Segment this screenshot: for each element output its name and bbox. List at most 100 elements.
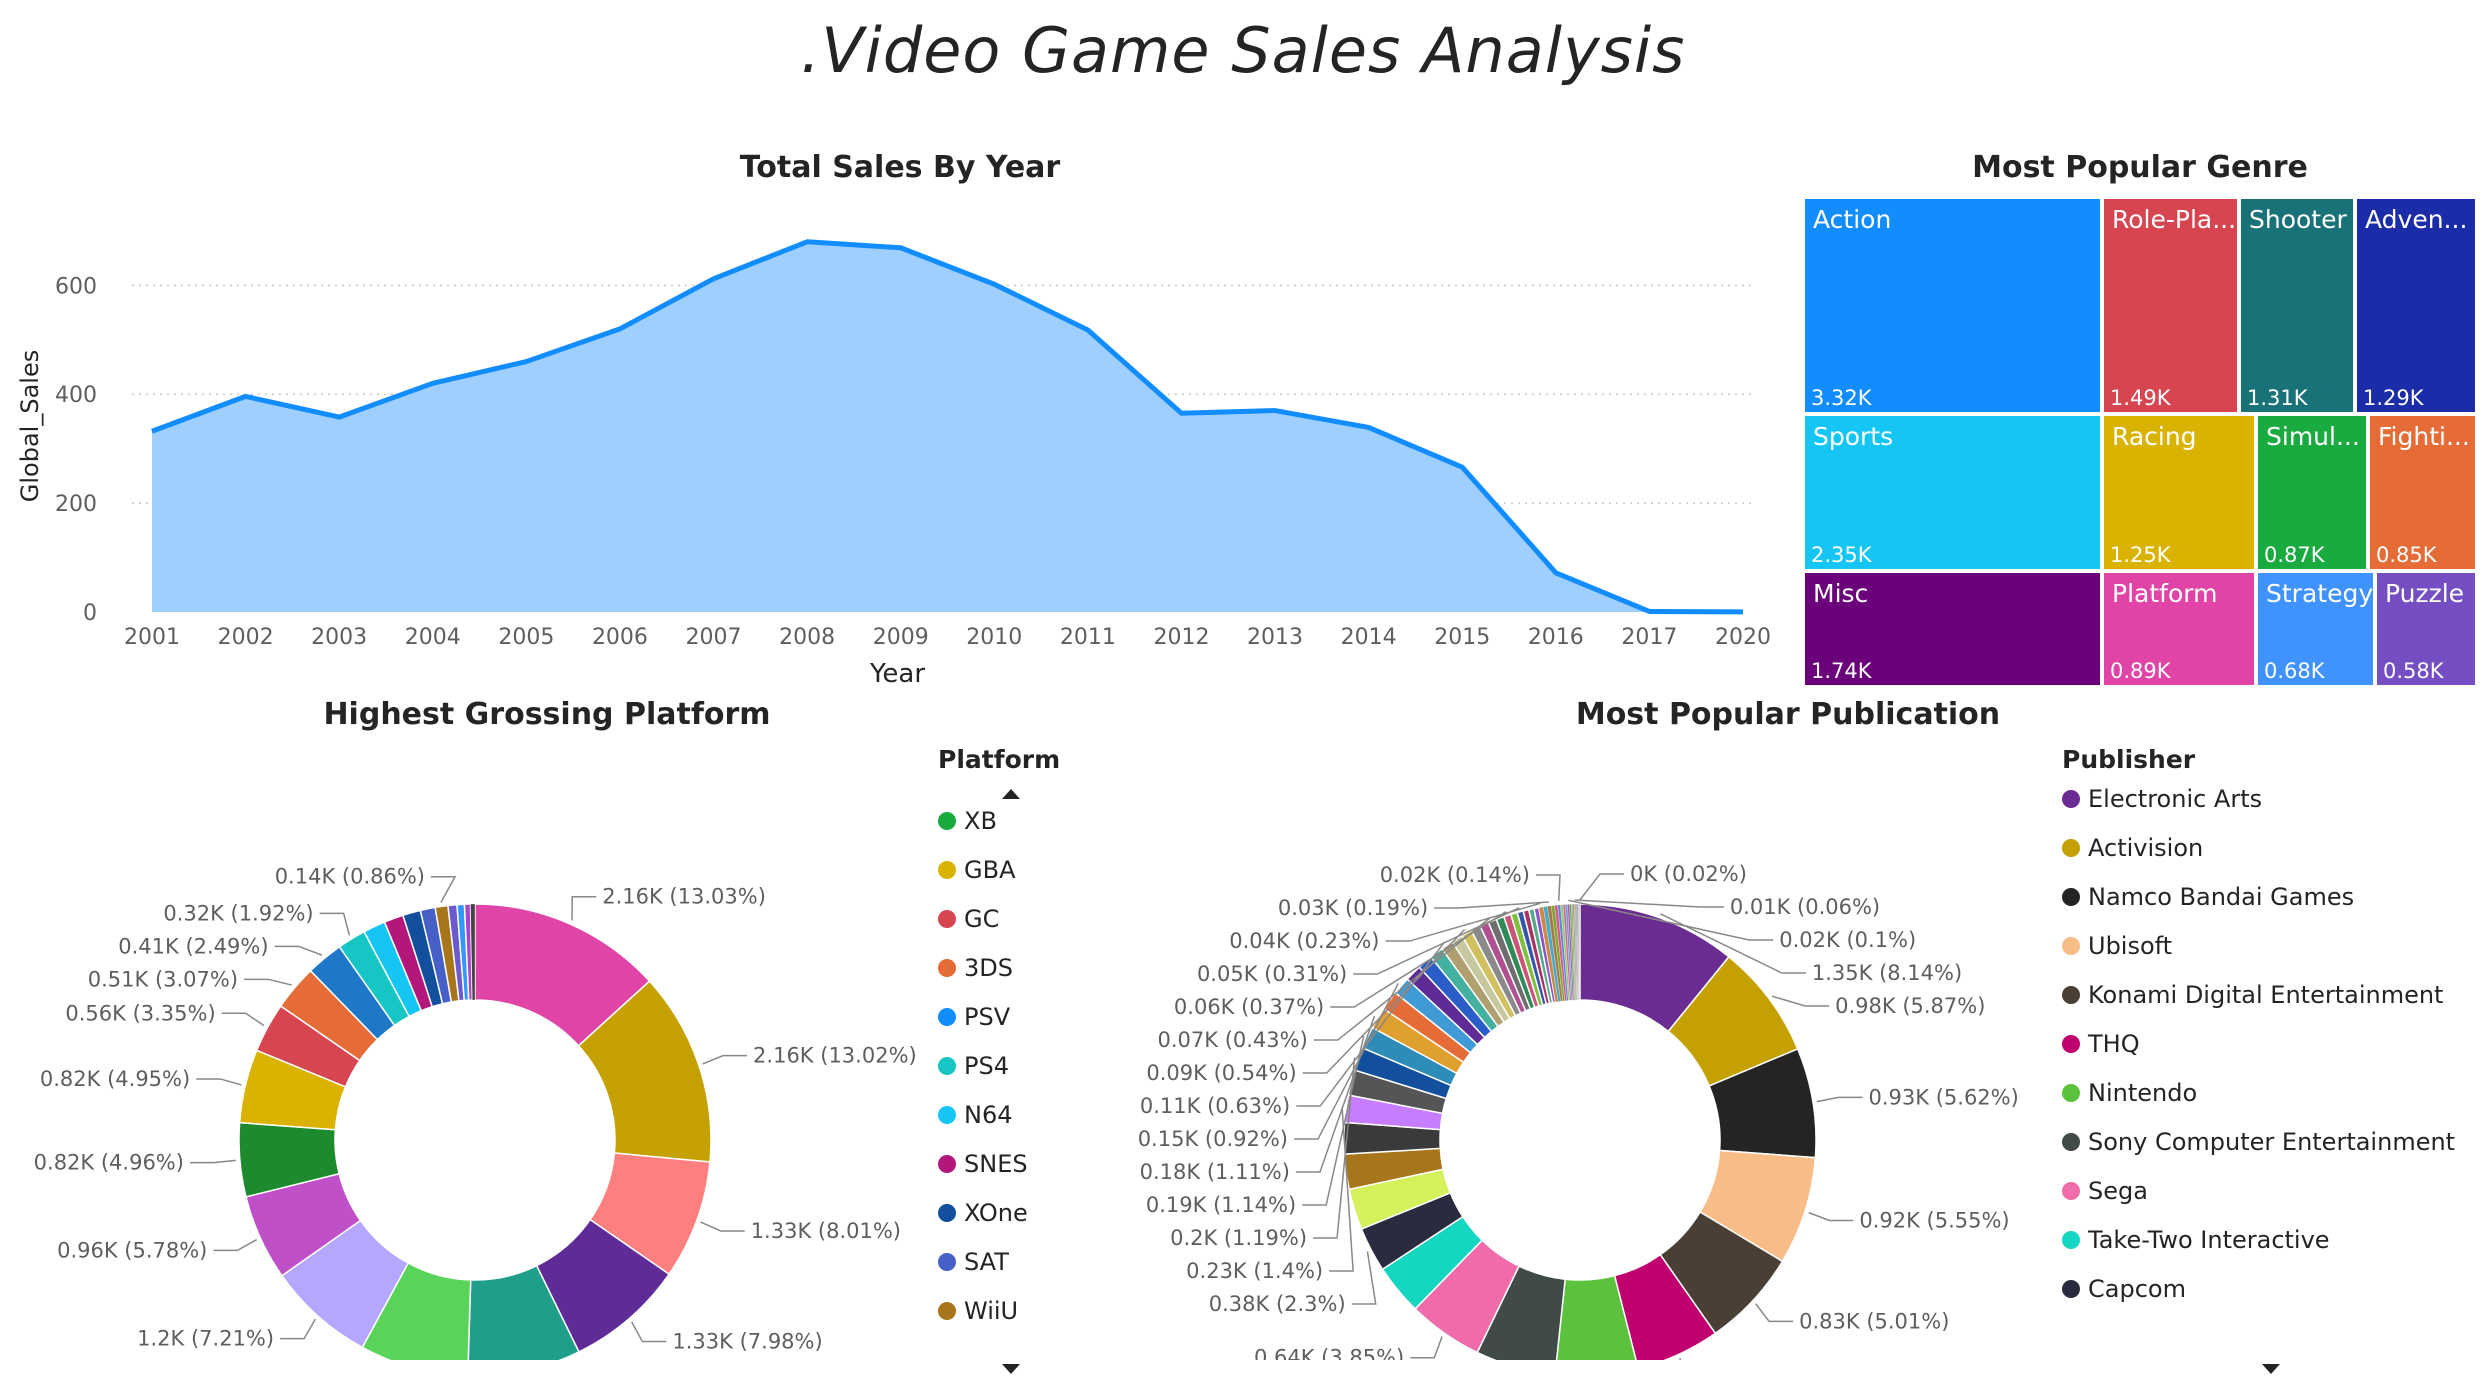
x-tick-label: 2016	[1528, 625, 1584, 650]
publisher-data-label: 0.83K (5.01%)	[1799, 1309, 1949, 1333]
platform-legend-item[interactable]: PS4	[938, 1041, 1060, 1090]
treemap-cell-label: Adven...	[2365, 205, 2468, 234]
treemap-cell-role-playing[interactable]: Role-Pla... 1.49K	[2102, 197, 2239, 414]
x-axis-label: Year	[869, 659, 925, 689]
platform-leader-line	[431, 875, 457, 903]
publisher-chart-title: Most Popular Publication	[1575, 697, 2001, 732]
platform-data-label: 1.33K (7.98%)	[672, 1330, 822, 1354]
publisher-legend-item[interactable]: Take-Two Interactive	[2062, 1215, 2455, 1264]
platform-legend-item[interactable]: SNES	[938, 1139, 1060, 1188]
platform-legend-label: WiiU	[964, 1296, 1019, 1325]
legend-marker-icon	[938, 1252, 956, 1271]
legend-marker-icon	[2062, 1083, 2080, 1102]
publisher-legend-item[interactable]: Sega	[2062, 1166, 2455, 1215]
publisher-leader-line	[1434, 901, 1549, 909]
platform-data-label: 0.56K (3.35%)	[65, 1001, 215, 1025]
platform-legend-item[interactable]: WiiU	[938, 1286, 1060, 1335]
publisher-leader-line	[1568, 899, 1774, 941]
platform-legend-item[interactable]: GBA	[938, 845, 1060, 894]
treemap-cell-simulation[interactable]: Simul... 0.87K	[2256, 414, 2368, 571]
x-tick-label: 2013	[1247, 625, 1303, 650]
x-tick-label: 2014	[1341, 625, 1397, 650]
platform-legend-item[interactable]: XB	[938, 796, 1060, 845]
treemap-cell-shooter[interactable]: Shooter 1.31K	[2239, 197, 2355, 414]
publisher-data-label: 0.15K (0.92%)	[1138, 1127, 1288, 1151]
treemap-cell-racing[interactable]: Racing 1.25K	[2102, 414, 2256, 571]
publisher-data-label: 0.02K (0.1%)	[1779, 928, 1916, 952]
publisher-data-label: 0.19K (1.14%)	[1146, 1193, 1296, 1217]
treemap-cell-adventure[interactable]: Adven... 1.29K	[2355, 197, 2477, 414]
platform-legend-item[interactable]: SAT	[938, 1237, 1060, 1286]
sales-line	[151, 239, 1744, 615]
platform-legend-item[interactable]: N64	[938, 1090, 1060, 1139]
platform-legend-label: PS4	[964, 1051, 1009, 1080]
publisher-legend-label: Electronic Arts	[2088, 784, 2263, 813]
platform-leader-line	[571, 895, 597, 921]
legend-marker-icon	[2062, 1181, 2080, 1200]
platform-legend-item[interactable]: PSV	[938, 992, 1060, 1041]
publisher-leader-line	[1754, 1303, 1794, 1323]
platform-leader-line	[630, 1321, 667, 1343]
platform-leader-line	[213, 1238, 258, 1252]
legend-marker-icon	[938, 1301, 956, 1320]
platform-data-label: 2.16K (13.02%)	[753, 1044, 917, 1068]
platform-donut-chart: 2.16K (13.03%) 2.16K (13.02%) 1.33K (8.01%…	[34, 865, 917, 1360]
treemap-cell-label: Simul...	[2266, 422, 2360, 451]
publisher-legend-label: Konami Digital Entertainment	[2088, 980, 2444, 1009]
publisher-leader-line	[1313, 1057, 1356, 1239]
treemap-cell-action[interactable]: Action 3.32K	[1803, 197, 2102, 414]
treemap-cell-label: Strategy	[2266, 579, 2373, 608]
publisher-legend-title: Publisher	[2062, 745, 2196, 774]
publisher-legend-label: Capcom	[2088, 1274, 2186, 1303]
platform-data-label: 0.82K (4.95%)	[40, 1067, 190, 1091]
publisher-legend-item[interactable]: THQ	[2062, 1019, 2455, 1068]
legend-scroll-up-icon[interactable]	[1002, 789, 1020, 799]
treemap-cell-strategy[interactable]: Strategy 0.68K	[2256, 571, 2375, 687]
platform-data-label: 0.82K (4.96%)	[34, 1151, 184, 1175]
platform-legend-title: Platform	[938, 745, 1061, 774]
treemap-cell-value: 0.85K	[2376, 543, 2437, 567]
legend-marker-icon	[938, 1007, 956, 1026]
x-tick-label: 2009	[873, 625, 929, 650]
platform-slice[interactable]	[467, 1264, 580, 1360]
legend-marker-icon	[2062, 789, 2080, 808]
platform-legend-item[interactable]: 3DS	[938, 943, 1060, 992]
treemap-title: Most Popular Genre	[1972, 150, 2308, 185]
x-tick-label: 2011	[1060, 625, 1116, 650]
publisher-data-label: 0.06K (0.37%)	[1174, 995, 1324, 1019]
treemap-cell-misc[interactable]: Misc 1.74K	[1803, 571, 2102, 687]
platform-legend-item[interactable]: GC	[938, 894, 1060, 943]
platform-slice[interactable]	[470, 903, 476, 1001]
x-tick-label: 2007	[686, 625, 742, 650]
legend-marker-icon	[2062, 1132, 2080, 1151]
platform-data-label: 1.33K (8.01%)	[751, 1219, 901, 1243]
publisher-data-label: 0.09K (0.54%)	[1146, 1061, 1296, 1085]
platform-data-label: 0.51K (3.07%)	[88, 967, 238, 991]
legend-marker-icon	[2062, 985, 2080, 1004]
treemap-cell-sports[interactable]: Sports 2.35K	[1803, 414, 2102, 571]
publisher-legend-item[interactable]: Capcom	[2062, 1264, 2455, 1313]
publisher-legend-label: Sega	[2088, 1176, 2148, 1205]
publisher-legend-item[interactable]: Namco Bandai Games	[2062, 872, 2455, 921]
treemap-cell-label: Role-Pla...	[2112, 205, 2237, 234]
area-fill	[152, 241, 1743, 612]
y-tick-label: 400	[55, 383, 97, 408]
treemap-cell-platform[interactable]: Platform 0.89K	[2102, 571, 2256, 687]
legend-marker-icon	[2062, 1034, 2080, 1053]
publisher-legend-item[interactable]: Activision	[2062, 823, 2455, 872]
y-axis-label: Global_Sales	[16, 350, 44, 502]
publisher-legend-item[interactable]: Ubisoft	[2062, 921, 2455, 970]
treemap-cell-fighting[interactable]: Fighti... 0.85K	[2368, 414, 2477, 571]
publisher-legend-item[interactable]: Electronic Arts	[2062, 774, 2455, 823]
platform-legend-item[interactable]: XOne	[938, 1188, 1060, 1237]
treemap-cell-puzzle[interactable]: Puzzle 0.58K	[2375, 571, 2477, 687]
publisher-legend-item[interactable]: Sony Computer Entertainment	[2062, 1117, 2455, 1166]
publisher-legend-label: Ubisoft	[2088, 931, 2173, 960]
publisher-legend-item[interactable]: Konami Digital Entertainment	[2062, 970, 2455, 1019]
publisher-legend-scroll-down-icon[interactable]	[2262, 1364, 2280, 1374]
publisher-legend-item[interactable]: Nintendo	[2062, 1068, 2455, 1117]
platform-legend-label: XOne	[964, 1198, 1028, 1227]
publisher-data-label: 0.38K (2.3%)	[1209, 1292, 1346, 1316]
legend-scroll-down-icon[interactable]	[1002, 1364, 1020, 1374]
platform-legend-label: 3DS	[964, 953, 1013, 982]
